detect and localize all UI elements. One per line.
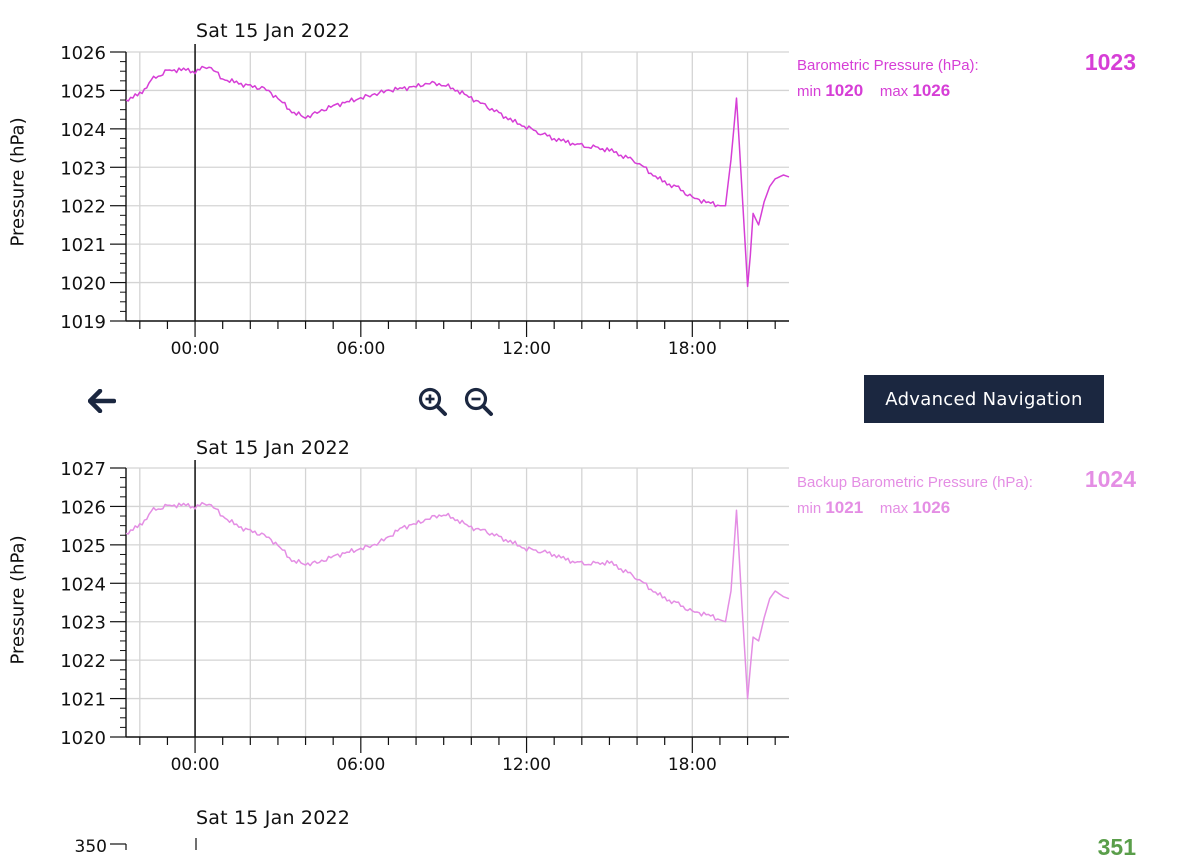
chart2-ytick-label: 1022 — [60, 651, 106, 672]
chart2-ytick-label: 1025 — [60, 536, 106, 557]
chart1-ytick-label: 1024 — [60, 120, 106, 141]
chart2-xtick-label: 12:00 — [502, 755, 551, 775]
chart-navigation-row: Advanced Navigation — [0, 372, 1200, 428]
chart2-xtick-label: 18:00 — [668, 755, 717, 775]
chart1-min-value: 1020 — [825, 81, 864, 100]
chart2-min-value: 1021 — [825, 498, 864, 517]
zoom-out-icon[interactable] — [464, 387, 494, 421]
chart1-ytick-label: 1020 — [60, 274, 106, 295]
chart1-xtick-label: 18:00 — [668, 339, 717, 359]
chart2-minmax: min 1021 max 1026 — [797, 498, 950, 518]
chart3-date-label: Sat 15 Jan 2022 — [196, 807, 351, 829]
chart3-partial: 350 — [75, 837, 197, 857]
chart1-min-label: min — [797, 83, 822, 100]
chart2-xtick-label: 00:00 — [171, 755, 220, 775]
chart2-date-label: Sat 15 Jan 2022 — [196, 437, 351, 459]
chart1-current-value: 1023 — [1084, 49, 1136, 75]
chart1-ytick-label: 1021 — [60, 235, 106, 256]
chart2-max-value: 1026 — [912, 498, 951, 517]
chart1-ytick-label: 1025 — [60, 81, 106, 102]
chart1-legend-name: Barometric Pressure (hPa): — [797, 57, 979, 74]
chart3-ytick-top: 350 — [75, 837, 107, 857]
chart3-current-value: 351 — [1097, 834, 1136, 860]
chart1-ytick-label: 1022 — [60, 197, 106, 218]
chart2-ytick-label: 1024 — [60, 574, 106, 595]
chart1-xtick-label: 00:00 — [171, 339, 220, 359]
chart2-xtick-label: 06:00 — [336, 755, 385, 775]
chart2-current-value: 1024 — [1084, 466, 1136, 492]
chart2-legend-name: Backup Barometric Pressure (hPa): — [797, 474, 1033, 491]
chart1-xtick-label: 06:00 — [336, 339, 385, 359]
chart1-barometric-pressure[interactable]: 1019 1020 1021 1022 1023 1024 1025 1026 00:00 06:… — [0, 0, 800, 370]
chart2-ytick-label: 1027 — [60, 459, 106, 480]
chart1-ytick-label: 1023 — [60, 158, 106, 179]
chart1-max-label: max — [879, 83, 909, 100]
chart2-backup-barometric-pressure[interactable]: 1020 1021 1022 1023 1024 1025 1026 1027 00:00 06:… — [0, 416, 800, 786]
chart1-ytick-label: 1019 — [60, 312, 106, 333]
chart1-ytick-label: 1026 — [60, 43, 106, 64]
chart2-series-line — [125, 501, 790, 700]
arrow-left-icon[interactable] — [87, 388, 117, 417]
chart2-ytick-label: 1021 — [60, 690, 106, 711]
zoom-in-icon[interactable] — [418, 387, 448, 421]
chart2-ytick-label: 1026 — [60, 497, 106, 518]
advanced-navigation-button[interactable]: Advanced Navigation — [864, 375, 1104, 423]
chart1-max-value: 1026 — [912, 81, 951, 100]
chart1-xtick-label: 12:00 — [502, 339, 551, 359]
chart2-ytick-label: 1020 — [60, 728, 106, 749]
chart1-series-line — [125, 65, 790, 288]
chart2-max-label: max — [879, 500, 909, 517]
chart1-date-label: Sat 15 Jan 2022 — [196, 20, 351, 42]
chart1-minmax: min 1020 max 1026 — [797, 81, 950, 101]
chart2-min-label: min — [797, 500, 822, 517]
chart2-ytick-label: 1023 — [60, 613, 106, 634]
